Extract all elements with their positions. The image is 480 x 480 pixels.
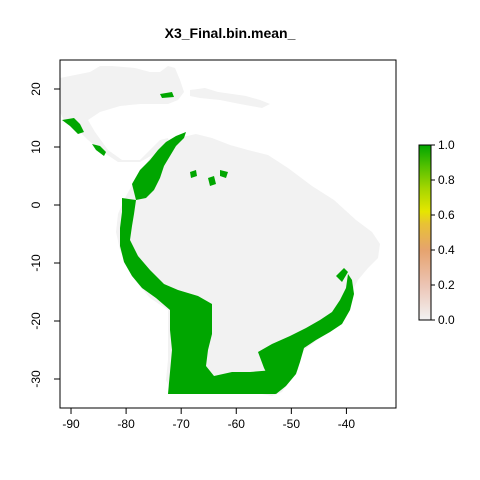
x-tick-label: -70: [173, 417, 191, 431]
y-tick-label: -10: [29, 254, 43, 272]
y-tick-label: 0: [29, 201, 43, 208]
suitable-venezuela-patches: [190, 170, 228, 186]
map-panel: [60, 66, 380, 396]
y-axis: 20 10 0 -10 -20 -30: [29, 82, 60, 388]
north-america-land: [60, 66, 184, 162]
x-tick-label: -60: [228, 417, 246, 431]
legend-tick-label: 0.0: [438, 313, 455, 327]
suitable-andes-chain: [120, 198, 276, 394]
suitable-central-america-west: [62, 118, 84, 134]
legend-ticks: 0.0 0.2 0.4 0.6 0.8 1.0: [431, 138, 455, 327]
y-tick-label: 10: [29, 140, 43, 154]
legend-tick-label: 0.2: [438, 278, 455, 292]
caribbean-islands: [190, 88, 270, 108]
x-tick-label: -40: [338, 417, 356, 431]
x-axis: -90 -80 -70 -60 -50 -40: [62, 408, 355, 431]
suitable-northern-andes: [132, 132, 186, 200]
y-tick-label: -20: [29, 312, 43, 330]
suitable-area: [62, 92, 354, 394]
suitable-coastal-tail: [336, 268, 348, 282]
y-tick-label: -30: [29, 370, 43, 388]
x-tick-label: -80: [117, 417, 135, 431]
y-tick-label: 20: [29, 82, 43, 96]
legend-color-bar: [418, 144, 432, 321]
plot-frame: [59, 59, 397, 409]
legend-tick-label: 0.8: [438, 173, 455, 187]
legend-tick-label: 0.4: [438, 243, 455, 257]
color-legend: 0.0 0.2 0.4 0.6 0.8 1.0: [418, 138, 455, 327]
legend-tick-label: 0.6: [438, 208, 455, 222]
suitable-central-america-south: [92, 144, 106, 156]
x-tick-label: -50: [283, 417, 301, 431]
suitable-southeast-brazil: [258, 274, 354, 394]
map-title: X3_Final.bin.mean_: [165, 25, 296, 41]
suitable-caribbean-patch: [160, 92, 174, 98]
legend-tick-label: 1.0: [438, 138, 455, 152]
x-tick-label: -90: [62, 417, 80, 431]
